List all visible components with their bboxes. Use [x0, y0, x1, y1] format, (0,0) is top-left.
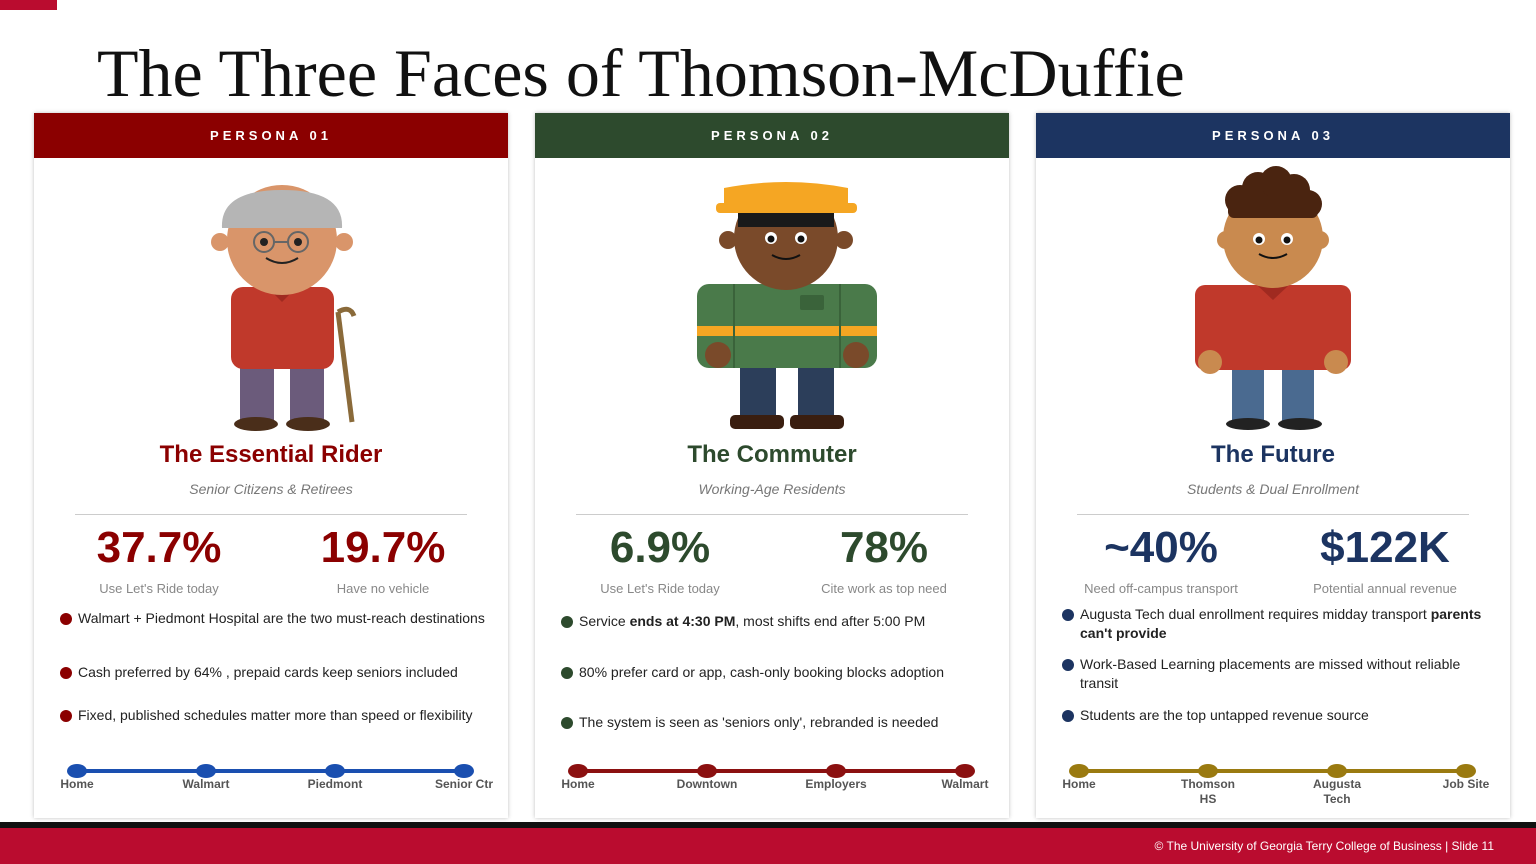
bullet-text: 80% prefer card or app, cash-only bookin…: [579, 664, 944, 680]
route-stop: [454, 764, 474, 778]
route-stop: [568, 764, 588, 778]
stat-label: Need off-campus transport: [1084, 581, 1238, 596]
stat-label: Have no vehicle: [336, 581, 430, 596]
route-label: Home: [561, 777, 595, 791]
stat-value: 19.7%: [320, 523, 446, 572]
bullet-text: The system is seen as 'seniors only', re…: [579, 714, 939, 730]
bullet-text: ends at 4:30 PM: [629, 613, 736, 629]
route-line: [568, 764, 975, 778]
illustration: [211, 185, 357, 431]
bullet-dot: [60, 667, 72, 679]
illustration: [1195, 166, 1351, 430]
footer-text: © The University of Georgia Terry Colleg…: [1154, 839, 1494, 853]
stat: ~40% Need off-campus transport: [1046, 523, 1276, 596]
persona-subtitle: Students & Dual Enrollment: [1187, 481, 1359, 497]
persona-subtitle: Working-Age Residents: [698, 481, 846, 497]
bullet-dot: [561, 717, 573, 729]
route-label: Downtown: [676, 777, 738, 791]
route-stop: [697, 764, 717, 778]
route-line: [1069, 764, 1476, 778]
stat-label: Potential annual revenue: [1313, 581, 1457, 596]
footer-rule: [0, 822, 1536, 828]
bullet: Work-Based Learning placements are misse…: [1062, 655, 1500, 693]
footer-bar: [0, 828, 1536, 864]
route-label: Augusta Tech: [1313, 777, 1361, 806]
bullet-dot: [1062, 659, 1074, 671]
stat-value: 6.9%: [609, 523, 711, 572]
route-label: Walmart: [941, 777, 989, 791]
route-label: Employers: [805, 777, 867, 791]
divider: [75, 514, 467, 515]
persona-card: PERSONA 01 The Essential Rider Senior Citi…: [34, 113, 508, 818]
bullet-text: Cash preferred by 64% , prepaid cards ke…: [78, 664, 458, 680]
bullet: Service ends at 4:30 PM, most shifts end…: [561, 612, 999, 631]
persona-name: The Essential Rider: [159, 441, 383, 468]
illustration: [697, 182, 877, 429]
stat-value: 37.7%: [96, 523, 222, 572]
stat: 37.7% Use Let's Ride today: [44, 523, 274, 596]
bullet-text: Service: [579, 613, 630, 629]
persona-label: PERSONA 02: [535, 113, 1009, 158]
bullet: Students are the top untapped revenue so…: [1062, 706, 1500, 725]
bullet-dot: [1062, 710, 1074, 722]
persona-card: PERSONA 02 The Commuter Working-Age Reside…: [535, 113, 1009, 818]
stat: 6.9% Use Let's Ride today: [545, 523, 775, 596]
route-line: [67, 764, 474, 778]
bullet: 80% prefer card or app, cash-only bookin…: [561, 663, 999, 682]
persona-name: The Commuter: [687, 441, 857, 468]
bullet-dot: [1062, 609, 1074, 621]
bullet: Walmart + Piedmont Hospital are the two …: [60, 609, 498, 628]
stat: 78% Cite work as top need: [769, 523, 999, 596]
slide-title: The Three Faces of Thomson-McDuffie: [97, 35, 1185, 111]
bullet-dot: [561, 616, 573, 628]
divider: [1077, 514, 1469, 515]
route-label: Home: [60, 777, 94, 791]
route-label: Job Site: [1442, 777, 1490, 791]
bullet: Fixed, published schedules matter more t…: [60, 706, 498, 725]
route-label: Thomson HS: [1181, 777, 1235, 806]
bullet: Cash preferred by 64% , prepaid cards ke…: [60, 663, 498, 682]
route-stop: [1327, 764, 1347, 778]
route-stop: [1456, 764, 1476, 778]
route-stop: [325, 764, 345, 778]
bullet-dot: [60, 710, 72, 722]
stat-label: Cite work as top need: [821, 581, 947, 596]
route-stop: [1069, 764, 1089, 778]
persona-label: PERSONA 01: [34, 113, 508, 158]
stat-label: Use Let's Ride today: [600, 581, 720, 596]
route-label: Piedmont: [307, 777, 363, 791]
bullet-text: Walmart + Piedmont Hospital are the two …: [78, 610, 485, 626]
bullet-dot: [60, 613, 72, 625]
stat-value: 78%: [839, 523, 929, 572]
bullet-text: parents can't provide: [1080, 606, 1482, 641]
persona-name: The Future: [1211, 441, 1335, 468]
bullet: Augusta Tech dual enrollment requires mi…: [1062, 605, 1500, 643]
stat-value: $122K: [1320, 523, 1450, 572]
bullet-text: , most shifts end after 5:00 PM: [735, 613, 926, 629]
route-stop: [955, 764, 975, 778]
bullet-text: Augusta Tech dual enrollment requires mi…: [1080, 606, 1431, 622]
corner-accent: [0, 0, 57, 10]
divider: [576, 514, 968, 515]
persona-card: PERSONA 03 The Future Students & Dual Enro…: [1036, 113, 1510, 818]
route-label: Home: [1062, 777, 1096, 791]
bullet: The system is seen as 'seniors only', re…: [561, 713, 999, 732]
stat-value: ~40%: [1104, 523, 1218, 572]
route-stop: [196, 764, 216, 778]
stat-label: Use Let's Ride today: [99, 581, 219, 596]
bullet-dot: [561, 667, 573, 679]
route-label: Senior Ctr: [434, 777, 493, 791]
persona-label: PERSONA 03: [1036, 113, 1510, 158]
bullet-text: Fixed, published schedules matter more t…: [78, 707, 473, 723]
stat: $122K Potential annual revenue: [1270, 523, 1500, 596]
route-stop: [67, 764, 87, 778]
route-stop: [1198, 764, 1218, 778]
bullet-text: Students are the top untapped revenue so…: [1080, 707, 1369, 723]
route-stop: [826, 764, 846, 778]
stat: 19.7% Have no vehicle: [268, 523, 498, 596]
bullet-text: Work-Based Learning placements are misse…: [1080, 656, 1461, 691]
persona-subtitle: Senior Citizens & Retirees: [189, 481, 353, 497]
route-label: Walmart: [182, 777, 230, 791]
